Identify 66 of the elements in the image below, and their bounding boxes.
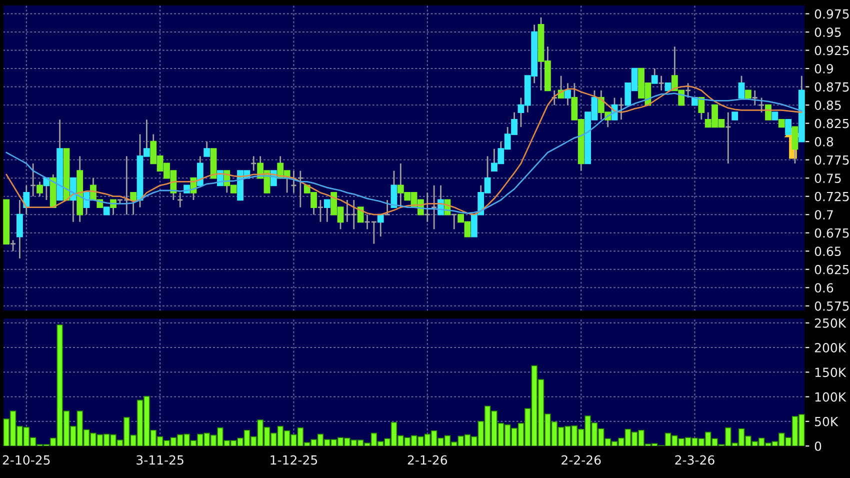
candlestick: [765, 104, 772, 120]
y-tick-label: 150K: [815, 368, 846, 378]
candlestick: [370, 221, 378, 245]
candlestick: [758, 97, 765, 114]
candlestick: [738, 75, 745, 98]
y-tick-label: 0.8: [814, 137, 834, 146]
x-tick-label: 2-2-26: [562, 455, 601, 465]
y-tick-label: 0.925: [814, 46, 849, 56]
y-tick-label: 0: [814, 441, 822, 451]
y-tick-label: 0.725: [814, 192, 849, 202]
candlestick: [30, 162, 36, 198]
x-tick-label: 2-1-26: [408, 455, 448, 465]
y-tick-label: 100K: [815, 392, 846, 402]
candlestick: [450, 214, 458, 230]
candlestick: [16, 199, 23, 260]
y-tick-label: 0.575: [814, 301, 849, 311]
x-tick-label: 3-11-25: [136, 455, 184, 465]
candlestick: [250, 155, 257, 172]
candlestick: [70, 177, 76, 223]
y-tick-label: 0.75: [814, 174, 841, 184]
x-tick-label: 2-10-25: [2, 455, 50, 465]
candlestick: [10, 239, 16, 252]
candlestick: [424, 192, 431, 223]
candlestick: [430, 184, 438, 230]
candlestick: [204, 140, 210, 157]
candlestick: [317, 199, 324, 223]
y-tick-label: 0.775: [814, 155, 849, 165]
y-tick-label: 0.9: [814, 64, 834, 74]
y-tick-label: 0.85: [814, 100, 841, 110]
y-tick-label: 0.65: [814, 246, 841, 256]
candlestick: [290, 170, 297, 194]
candlestick: [176, 192, 184, 208]
candlestick: [384, 199, 390, 216]
candlestick: [196, 155, 204, 186]
y-tick-label: 0.625: [814, 264, 849, 274]
candlestick: [724, 112, 732, 164]
candlestick: [43, 177, 50, 201]
candlestick: [344, 199, 350, 223]
y-tick-label: 0.975: [814, 9, 849, 19]
y-tick-label: 0.6: [814, 283, 834, 293]
y-tick-label: 0.875: [814, 82, 849, 92]
candlestick: [130, 192, 137, 216]
candlestick: [390, 170, 398, 208]
candlestick: [551, 90, 558, 106]
x-tick-label: 1-12-25: [270, 455, 318, 465]
y-tick-label: 0.7: [814, 210, 833, 220]
y-tick-label: 50K: [814, 416, 838, 426]
candlestick: [357, 206, 364, 223]
candlestick: [564, 82, 571, 106]
y-tick-label: 0.95: [814, 27, 841, 37]
candlestick: [297, 170, 304, 208]
candlestick: [792, 126, 798, 164]
candlestick: [752, 90, 758, 106]
candlestick: [23, 184, 30, 216]
candlestick: [658, 75, 665, 92]
y-tick-label: 250K: [814, 318, 846, 328]
candlestick: [618, 97, 624, 120]
candlestick: [350, 199, 358, 230]
candlestick: [684, 82, 692, 98]
candlestick: [698, 97, 705, 120]
candlestick: [364, 214, 370, 230]
y-tick-label: 0.675: [814, 228, 849, 238]
x-tick-label: 2-3-26: [675, 455, 714, 465]
y-tick-label: 200K: [814, 343, 846, 352]
candlestick: [785, 118, 792, 135]
y-tick-label: 0.825: [814, 118, 849, 128]
